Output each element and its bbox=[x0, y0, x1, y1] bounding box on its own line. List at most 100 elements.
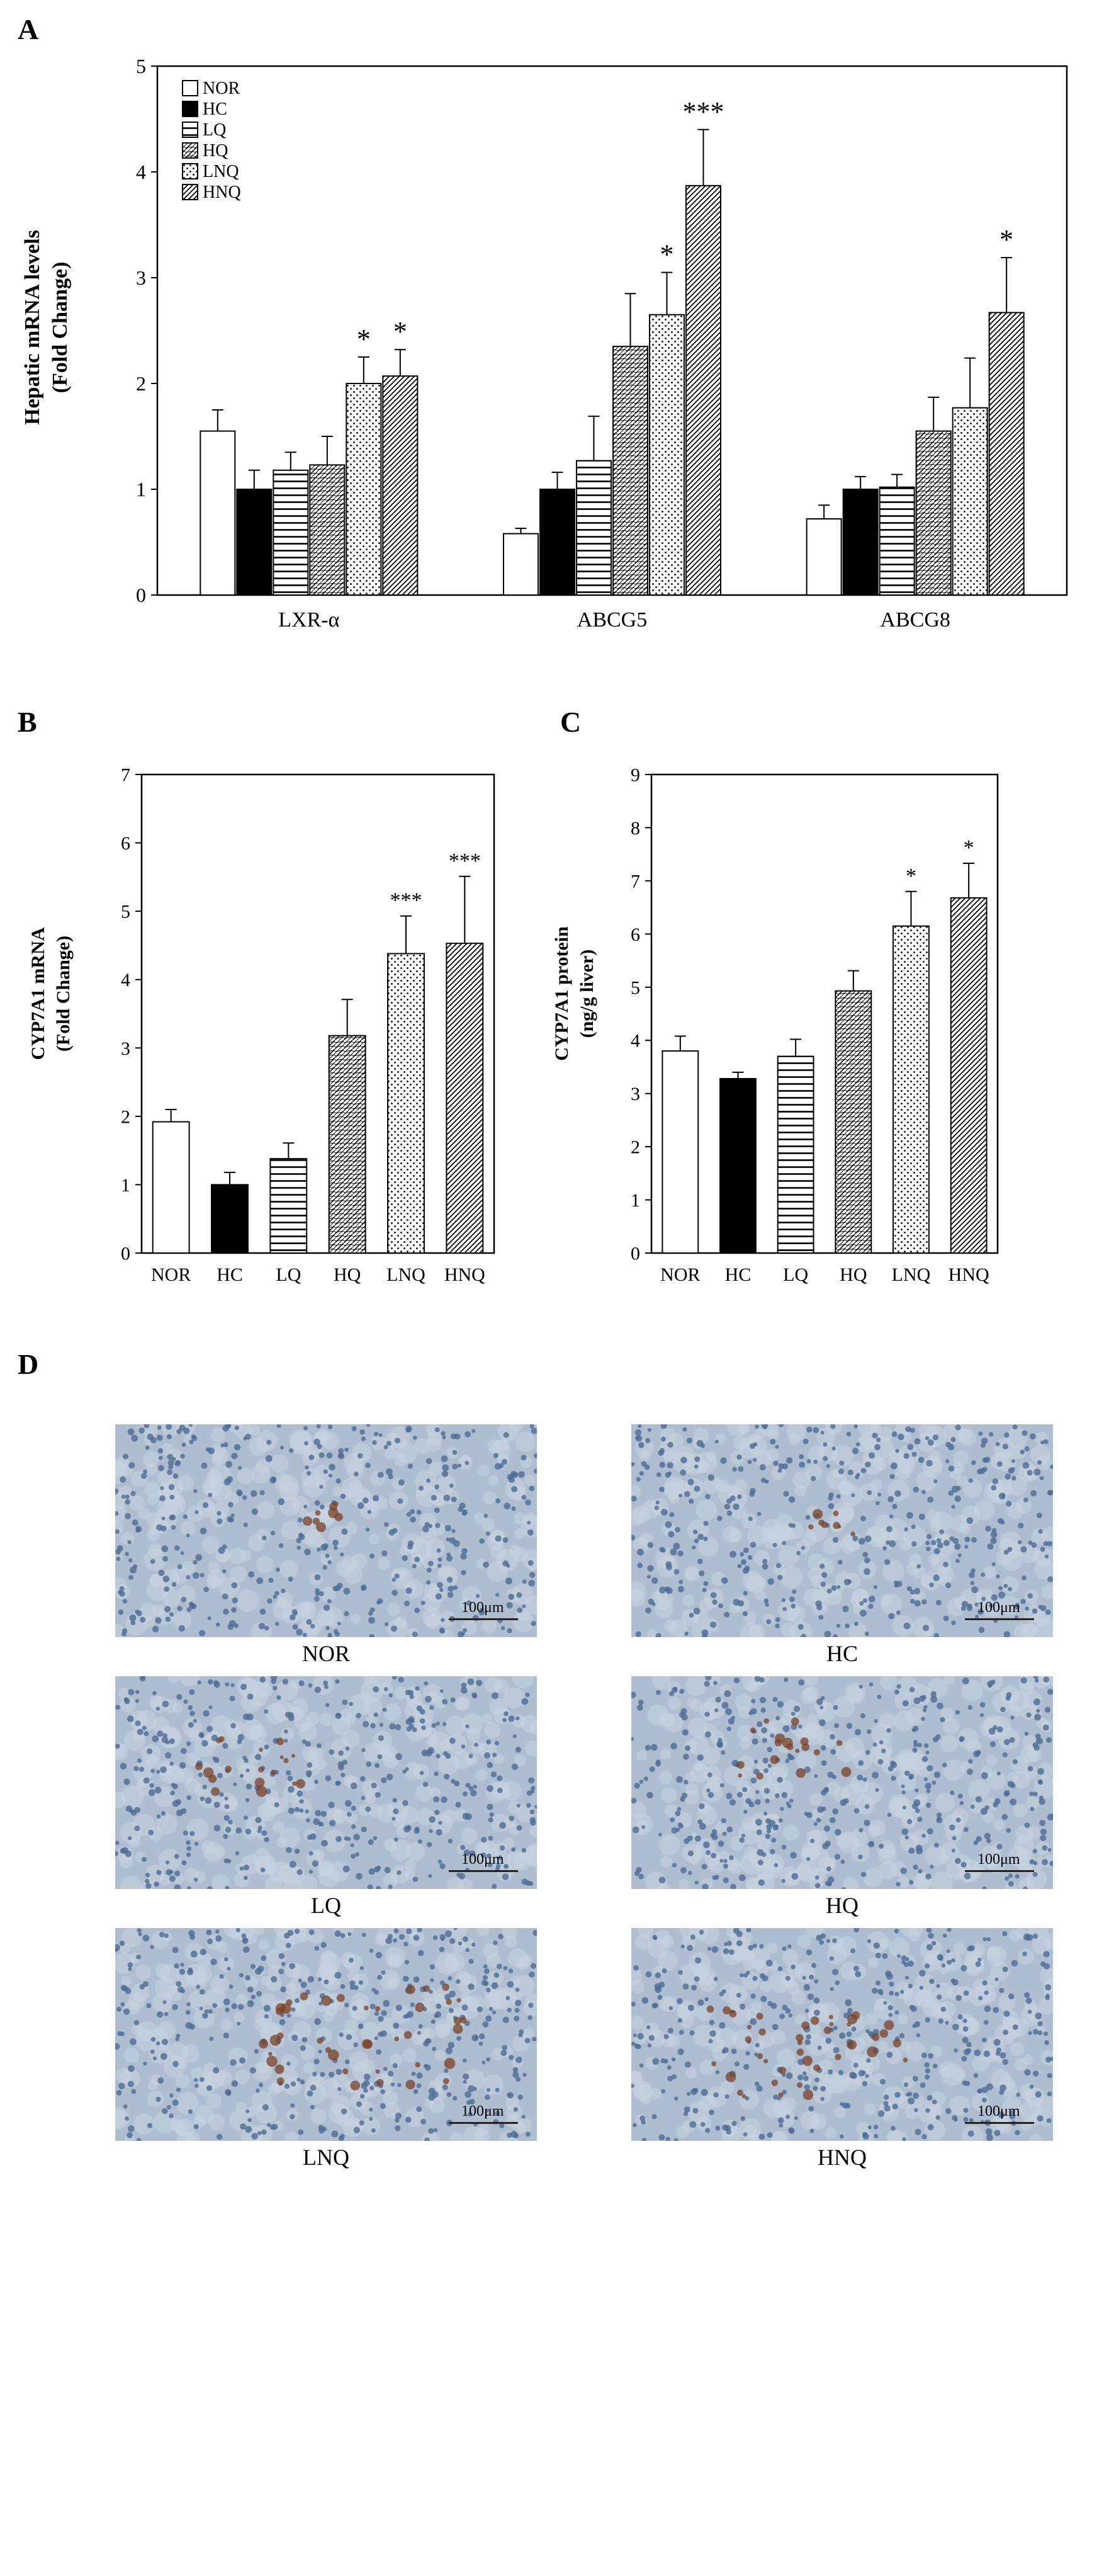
cell bbox=[217, 1792, 237, 1813]
nucleus bbox=[814, 1774, 818, 1778]
nucleus bbox=[788, 2127, 795, 2134]
stain-spot bbox=[274, 2064, 284, 2074]
nucleus bbox=[661, 1968, 667, 1973]
scale-bar-label: 100μm bbox=[461, 2103, 504, 2119]
stain-spot bbox=[725, 2072, 736, 2082]
bar-lnq bbox=[387, 953, 425, 1254]
nucleus bbox=[161, 1545, 169, 1552]
nucleus bbox=[235, 1851, 240, 1856]
stain-spot bbox=[276, 1737, 284, 1745]
nucleus bbox=[1003, 1739, 1010, 1745]
cell bbox=[885, 2047, 903, 2065]
nucleus bbox=[413, 1435, 417, 1440]
nucleus bbox=[442, 1722, 447, 1727]
nucleus bbox=[463, 2080, 467, 2084]
nucleus bbox=[203, 1710, 210, 1717]
nucleus bbox=[428, 1874, 432, 1878]
cell bbox=[481, 1518, 495, 1531]
legend-swatch-hnq bbox=[182, 184, 198, 200]
nucleus bbox=[381, 1550, 388, 1557]
nucleus bbox=[660, 2058, 666, 2063]
nucleus bbox=[682, 1427, 687, 1432]
nucleus bbox=[877, 1492, 882, 1497]
nucleus bbox=[345, 1800, 352, 1807]
nucleus bbox=[183, 1830, 188, 1836]
nucleus bbox=[995, 1441, 1000, 1446]
nucleus bbox=[889, 1514, 894, 1519]
nucleus bbox=[305, 1809, 309, 1813]
nucleus bbox=[908, 1983, 913, 1989]
nucleus bbox=[369, 2116, 373, 2121]
cell bbox=[442, 1809, 457, 1824]
nucleus bbox=[670, 1548, 677, 1556]
nucleus bbox=[261, 1955, 267, 1961]
cell bbox=[428, 1461, 443, 1477]
nucleus bbox=[758, 1879, 765, 1887]
stain-spot bbox=[796, 2034, 804, 2042]
cell bbox=[475, 1769, 488, 1781]
nucleus bbox=[974, 1614, 979, 1619]
nucleus bbox=[782, 2089, 787, 2095]
nucleus bbox=[694, 1976, 700, 1982]
nucleus bbox=[673, 1569, 680, 1575]
nucleus bbox=[494, 1740, 500, 1745]
nucleus bbox=[485, 2108, 490, 2113]
nucleus bbox=[689, 2030, 695, 2036]
nucleus bbox=[452, 1450, 458, 1455]
nucleus bbox=[770, 2002, 777, 2009]
nucleus bbox=[414, 1557, 420, 1562]
nucleus bbox=[439, 1946, 445, 1953]
nucleus bbox=[736, 1992, 741, 1998]
cell bbox=[850, 1589, 870, 1609]
nucleus bbox=[530, 1963, 537, 1969]
cell bbox=[266, 1975, 282, 1992]
cell bbox=[729, 1944, 747, 1961]
nucleus bbox=[367, 1884, 373, 1889]
cell bbox=[635, 1934, 651, 1950]
nucleus bbox=[639, 2063, 644, 2068]
cell bbox=[378, 2017, 396, 2034]
nucleus bbox=[150, 1437, 157, 1444]
cell bbox=[124, 2048, 139, 2063]
nucleus bbox=[180, 1808, 187, 1814]
nucleus bbox=[772, 1543, 777, 1548]
nucleus bbox=[408, 1723, 414, 1729]
nucleus bbox=[495, 1592, 500, 1597]
bar-hc bbox=[719, 1078, 757, 1254]
nucleus bbox=[687, 1438, 693, 1444]
nucleus bbox=[429, 1829, 433, 1834]
cell bbox=[128, 1495, 145, 1511]
nucleus bbox=[335, 1713, 341, 1717]
nucleus bbox=[152, 2056, 157, 2061]
nucleus bbox=[446, 2092, 452, 2097]
nucleus bbox=[367, 1509, 371, 1514]
nucleus bbox=[881, 1749, 886, 1754]
nucleus bbox=[200, 1948, 206, 1956]
stain-spot bbox=[903, 2058, 908, 2063]
nucleus bbox=[923, 1743, 929, 1748]
nucleus bbox=[449, 1737, 456, 1744]
nucleus bbox=[120, 1476, 127, 1483]
nucleus bbox=[792, 1589, 797, 1594]
nucleus bbox=[915, 1808, 920, 1813]
nucleus bbox=[456, 1979, 461, 1984]
nucleus bbox=[186, 1607, 192, 1613]
nucleus bbox=[397, 1498, 403, 1504]
cell bbox=[158, 1848, 181, 1871]
cell bbox=[342, 1730, 360, 1748]
nucleus bbox=[344, 1447, 349, 1452]
nucleus bbox=[1022, 1575, 1027, 1580]
nucleus bbox=[189, 1830, 195, 1836]
nucleus bbox=[314, 2018, 321, 2025]
nucleus bbox=[161, 1516, 166, 1521]
nucleus bbox=[702, 1634, 707, 1637]
nucleus bbox=[356, 1873, 363, 1880]
nucleus bbox=[289, 1448, 294, 1453]
nucleus bbox=[127, 1962, 133, 1968]
nucleus bbox=[1006, 1828, 1011, 1833]
nucleus bbox=[757, 1859, 763, 1866]
nucleus bbox=[894, 1992, 899, 1997]
legend-label: HNQ bbox=[203, 183, 241, 202]
nucleus bbox=[1044, 1706, 1051, 1713]
nucleus bbox=[365, 1806, 371, 1812]
